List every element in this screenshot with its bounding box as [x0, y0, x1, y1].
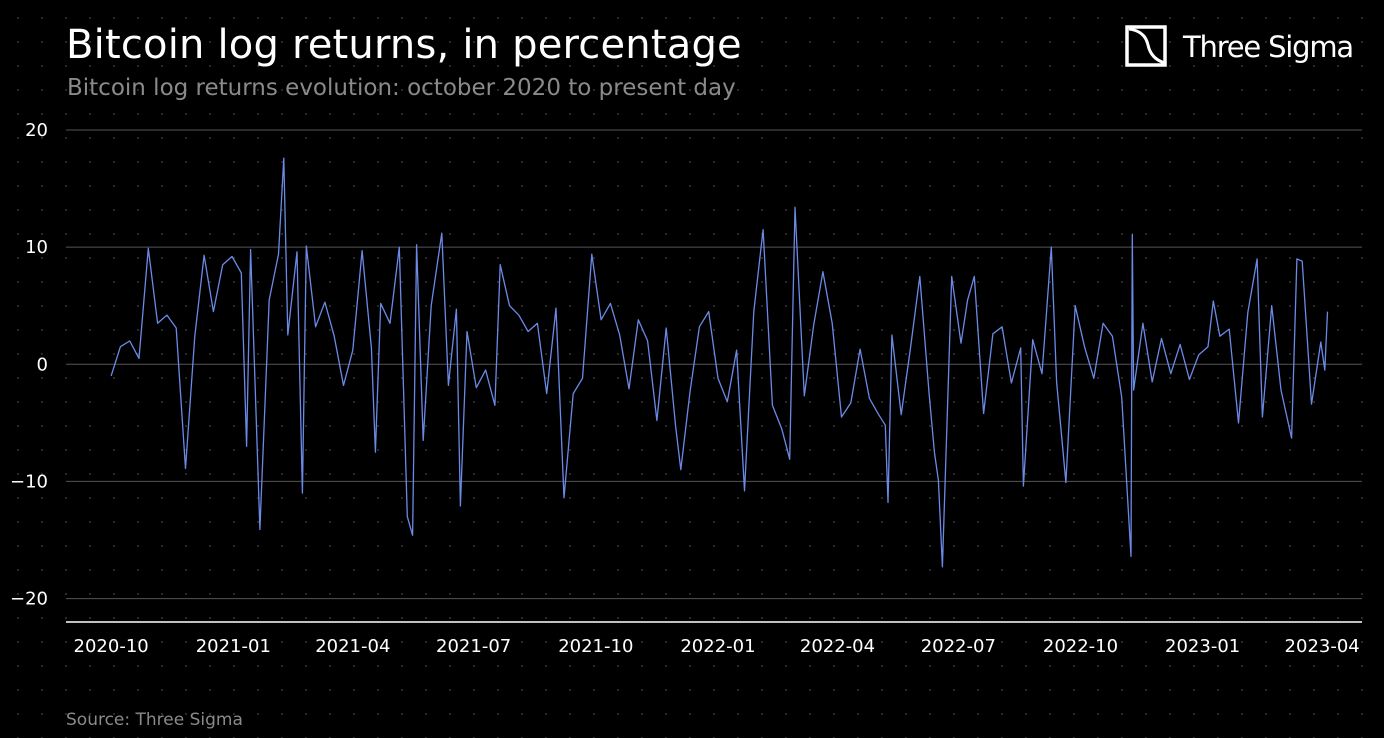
logo-text: Three Sigma	[1183, 30, 1354, 64]
x-tick-label: 2021-07	[436, 636, 511, 657]
x-tick-label: 2022-07	[921, 636, 996, 657]
brand-logo: Three Sigma	[1125, 25, 1354, 69]
x-axis: 2020-10 2021-01 2021-04 2021-07 2021-10 2022-…	[66, 621, 1362, 657]
x-tick-label: 2021-01	[196, 636, 271, 657]
x-tick-label: 2022-04	[800, 636, 875, 657]
x-tick-label: 2020-10	[74, 636, 149, 657]
x-tick-label: 2021-04	[315, 636, 390, 657]
y-tick-label: −20	[10, 589, 48, 610]
series-line	[110, 157, 1329, 568]
x-tick-label: 2022-01	[680, 636, 755, 657]
chart-title: Bitcoin log returns, in percentage	[66, 22, 742, 68]
x-tick-label: 2023-01	[1165, 636, 1240, 657]
y-tick-label: 20	[25, 120, 48, 141]
series-layer	[110, 157, 1329, 568]
source-note: Source: Three Sigma	[66, 710, 243, 730]
three-sigma-logo-icon	[1125, 25, 1167, 67]
grid-lines	[66, 129, 1362, 600]
x-tick-label: 2021-10	[558, 636, 633, 657]
x-tick-label: 2022-10	[1043, 636, 1118, 657]
y-tick-label: 10	[25, 237, 48, 258]
x-tick-label: 2023-04	[1285, 636, 1360, 657]
y-tick-label: −10	[10, 471, 48, 492]
y-axis: 20 10 0 −10 −20	[10, 120, 48, 610]
chart-subtitle: Bitcoin log returns evolution: october 2…	[67, 75, 736, 101]
y-tick-label: 0	[37, 354, 48, 375]
